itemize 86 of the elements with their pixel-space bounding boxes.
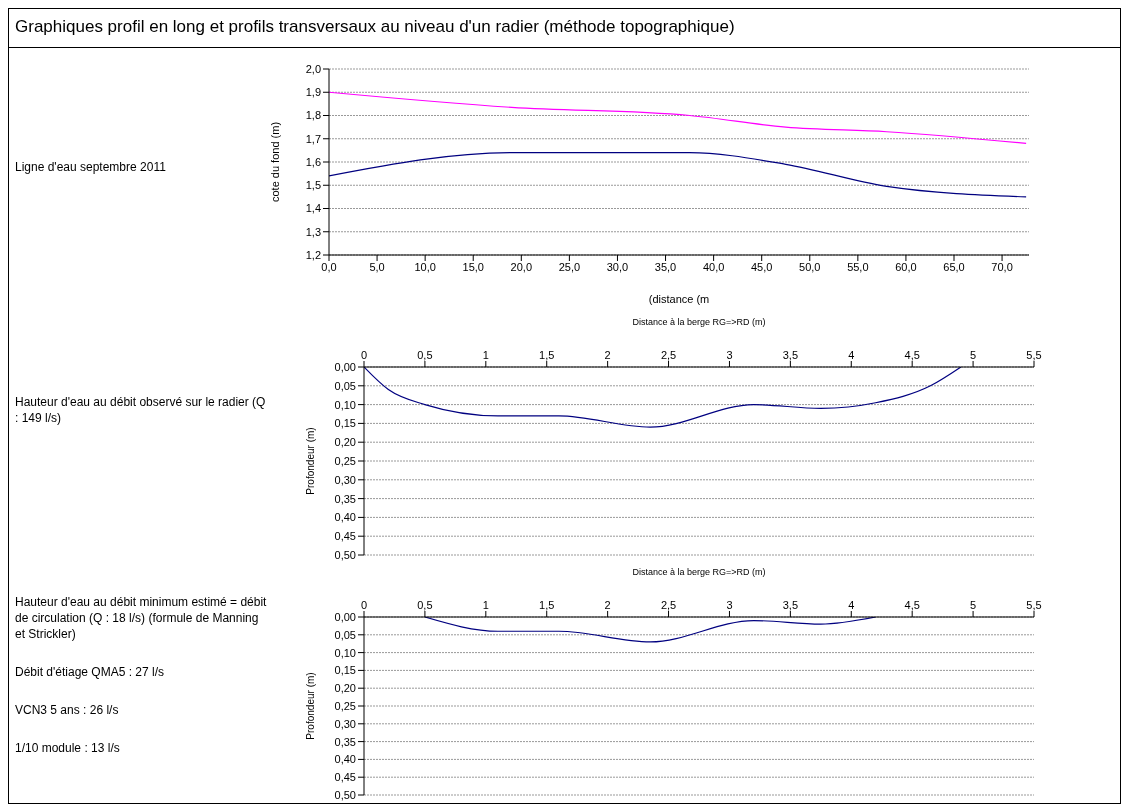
x-axis-title: Distance à la berge RG=>RD (m) [632, 567, 766, 578]
y-tick-label: 0,05 [334, 379, 356, 392]
text: Hauteur d'eau au débit observé sur le radier (Q : 149 l/s) [15, 394, 267, 426]
y-tick-label: 0,35 [334, 735, 356, 748]
x-tick-label: 3,5 [782, 349, 799, 361]
text: Hauteur d'eau au débit minimum estimé = débit de circulation (Q : 18 l/s) (formule de Manning et Strickler) [15, 594, 268, 642]
y-tick-label: 0,20 [334, 682, 356, 695]
y-tick-label: 1,8 [305, 109, 321, 122]
x-tick-label: 5,5 [1026, 599, 1042, 611]
x-tick-label: 3 [726, 349, 733, 361]
x-tick-label: 40,0 [702, 260, 725, 273]
x-tick-label: 5,0 [369, 260, 385, 273]
y-tick-label: 0,20 [334, 436, 356, 449]
x-tick-label: 0,0 [321, 260, 337, 273]
x-axis-title: (distance (m [648, 293, 710, 305]
y-tick-label: 0,35 [334, 492, 356, 505]
y-tick-label: 0,25 [334, 699, 356, 712]
y-tick-label: 2,0 [305, 62, 321, 75]
x-tick-label: 2,5 [660, 349, 677, 361]
text: Ligne d'eau septembre 2011 [15, 159, 167, 175]
y-tick-label: 0,25 [334, 454, 356, 467]
y-tick-label: 1,3 [305, 225, 321, 238]
x-axis-title: Distance à la berge RG=>RD (m) [632, 317, 766, 328]
y-tick-label: 0,45 [334, 771, 356, 784]
x-tick-label: 5 [970, 349, 977, 361]
x-tick-label: 1 [482, 349, 489, 361]
y-axis-title: Profondeur (m) [304, 427, 316, 495]
y-tick-label: 0,00 [334, 360, 356, 373]
y-tick-label: 1,7 [305, 132, 321, 145]
x-tick-label: 50,0 [799, 260, 821, 273]
x-tick-label: 65,0 [943, 260, 965, 273]
x-tick-label: 60,0 [895, 260, 917, 273]
x-tick-label: 4 [848, 349, 855, 361]
x-tick-label: 35,0 [654, 260, 677, 273]
y-axis-title: cote du fond (m) [268, 121, 281, 203]
x-tick-label: 2,5 [660, 599, 677, 611]
text: VCN3 5 ans : 26 l/s [15, 702, 120, 718]
x-tick-label: 0,5 [417, 349, 433, 361]
text: 1/10 module : 13 l/s [15, 740, 121, 756]
x-tick-label: 4 [848, 599, 855, 611]
x-tick-label: 20,0 [510, 260, 533, 273]
y-tick-label: 0,50 [334, 548, 356, 561]
line-series [364, 367, 962, 428]
y-tick-label: 0,00 [334, 610, 356, 623]
y-tick-label: 1,2 [305, 248, 321, 261]
text: Débit d'étiage QMA5 : 27 l/s [15, 664, 166, 680]
x-tick-label: 3 [726, 599, 733, 611]
y-tick-label: 0,05 [334, 628, 356, 641]
x-tick-label: 4,5 [904, 349, 920, 361]
y-tick-label: 0,30 [334, 717, 356, 730]
x-tick-label: 30,0 [606, 260, 629, 273]
x-tick-label: 5,5 [1026, 349, 1042, 361]
y-tick-label: 0,10 [334, 646, 356, 659]
x-tick-label: 10,0 [414, 260, 436, 273]
x-tick-label: 0 [360, 349, 368, 361]
y-tick-label: 0,15 [334, 417, 356, 430]
line-series [329, 91, 1027, 144]
x-tick-label: 3,5 [782, 599, 799, 611]
y-tick-label: 1,4 [305, 202, 321, 215]
y-tick-label: 0,30 [334, 473, 356, 486]
y-tick-label: 0,45 [334, 530, 356, 543]
x-tick-label: 0,5 [417, 599, 433, 611]
x-tick-label: 25,0 [558, 260, 581, 273]
y-tick-label: 0,50 [334, 788, 356, 801]
y-tick-label: 1,9 [305, 86, 321, 99]
x-tick-label: 15,0 [462, 260, 484, 273]
x-tick-label: 55,0 [847, 260, 869, 273]
y-tick-label: 0,15 [334, 664, 356, 677]
x-tick-label: 2 [604, 599, 611, 611]
y-tick-label: 1,6 [305, 155, 321, 168]
x-tick-label: 70,0 [991, 260, 1013, 273]
x-tick-label: 45,0 [750, 260, 773, 273]
x-tick-label: 1,5 [539, 599, 555, 611]
x-tick-label: 5 [970, 599, 977, 611]
x-tick-label: 0 [360, 599, 368, 611]
chart-title: Graphiques profil en long et profils transversaux au niveau d'un radier (méthode topographique) [15, 17, 735, 37]
y-tick-label: 0,10 [334, 398, 356, 411]
y-tick-label: 1,5 [305, 179, 321, 192]
y-axis-title: Profondeur (m) [304, 672, 316, 740]
y-tick-label: 0,40 [334, 753, 356, 766]
x-tick-label: 2 [604, 349, 611, 361]
x-tick-label: 1 [482, 599, 489, 611]
x-tick-label: 1,5 [539, 349, 555, 361]
y-tick-label: 0,40 [334, 511, 356, 524]
line-series [329, 152, 1027, 198]
x-tick-label: 4,5 [904, 599, 920, 611]
